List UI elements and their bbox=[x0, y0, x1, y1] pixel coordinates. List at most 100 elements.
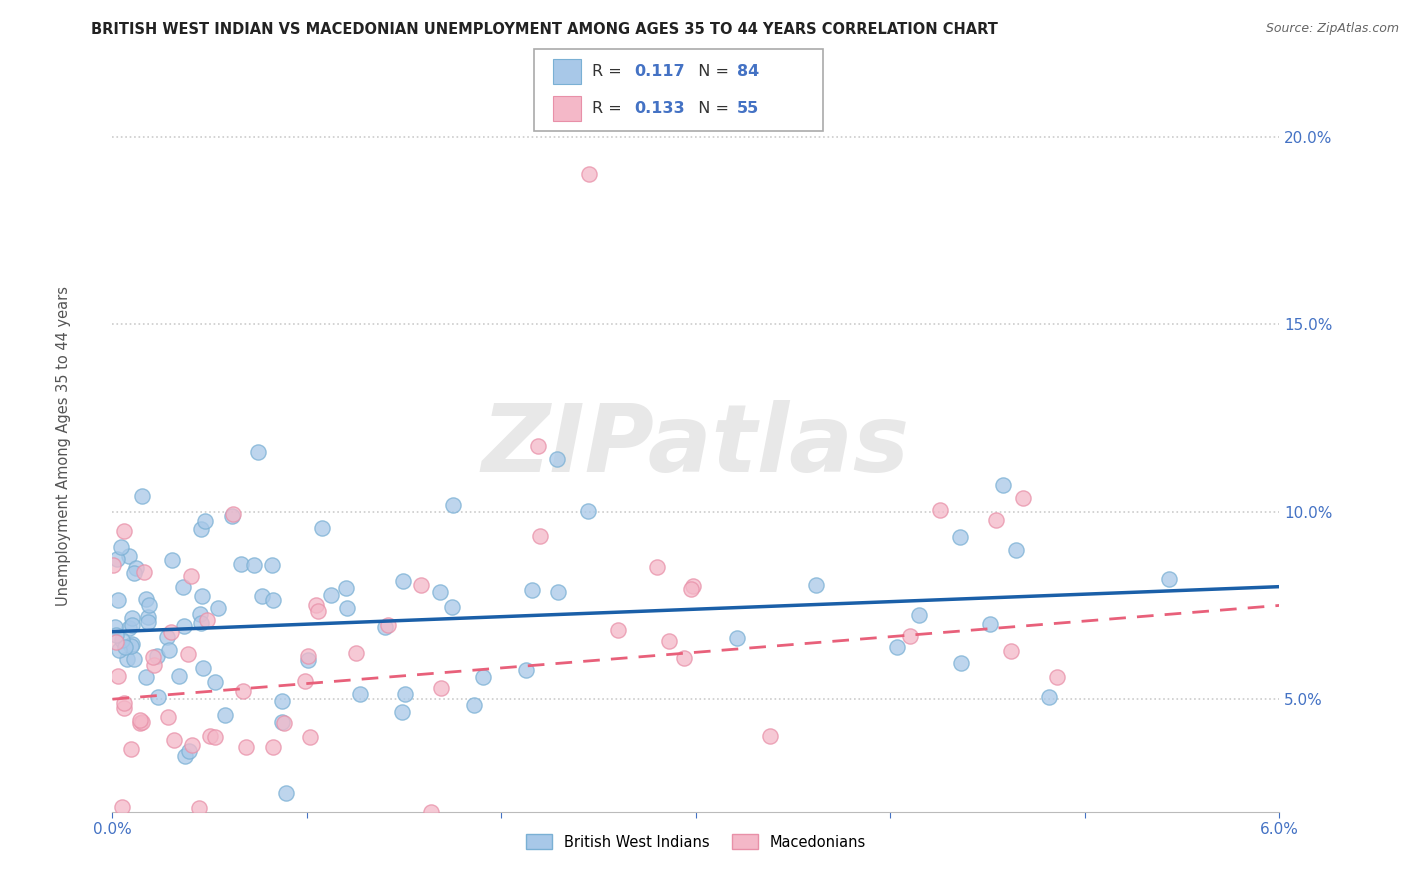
Point bbox=[136, 609, 159, 624]
Point bbox=[173, 748, 195, 763]
Point bbox=[188, 801, 211, 815]
Point bbox=[107, 669, 129, 683]
Point bbox=[520, 583, 543, 598]
Point bbox=[759, 730, 782, 744]
Point bbox=[349, 686, 371, 700]
Point bbox=[125, 561, 148, 575]
Point bbox=[979, 617, 1001, 632]
Point bbox=[110, 540, 132, 554]
Point bbox=[1046, 670, 1069, 684]
Point bbox=[294, 673, 316, 688]
Point bbox=[135, 670, 157, 684]
Point bbox=[193, 661, 215, 675]
Point bbox=[262, 739, 284, 754]
Point bbox=[804, 577, 827, 591]
Point bbox=[105, 551, 128, 566]
Point bbox=[131, 489, 153, 503]
Point bbox=[118, 621, 141, 635]
Point bbox=[120, 639, 142, 653]
Point bbox=[118, 549, 141, 563]
Point bbox=[949, 656, 972, 670]
Point bbox=[297, 649, 319, 664]
Point bbox=[578, 167, 600, 181]
Text: R =: R = bbox=[592, 64, 627, 79]
Point bbox=[679, 582, 702, 596]
Point bbox=[131, 715, 153, 730]
Point bbox=[190, 616, 212, 631]
Point bbox=[129, 713, 152, 727]
Point bbox=[949, 530, 972, 544]
Point bbox=[276, 786, 298, 800]
Point bbox=[1004, 542, 1026, 557]
Point bbox=[188, 607, 211, 622]
Point bbox=[146, 649, 169, 664]
Point bbox=[262, 593, 284, 607]
Text: R =: R = bbox=[592, 101, 627, 116]
Point bbox=[336, 601, 359, 615]
Point bbox=[229, 558, 252, 572]
Point bbox=[142, 650, 165, 665]
Point bbox=[121, 618, 143, 632]
Text: 0.117: 0.117 bbox=[634, 64, 685, 79]
Point bbox=[103, 558, 125, 572]
Point bbox=[658, 633, 681, 648]
Point bbox=[108, 643, 131, 657]
Point bbox=[299, 731, 322, 745]
Point bbox=[105, 635, 128, 649]
Point bbox=[271, 715, 294, 730]
Point bbox=[112, 696, 135, 710]
Point bbox=[173, 619, 195, 633]
Point bbox=[112, 701, 135, 715]
Point bbox=[886, 640, 908, 654]
Point bbox=[907, 607, 929, 622]
Point bbox=[419, 805, 441, 819]
Point bbox=[156, 710, 179, 724]
Point bbox=[429, 584, 451, 599]
Point bbox=[191, 590, 214, 604]
Point bbox=[129, 716, 152, 731]
Point bbox=[527, 439, 550, 453]
Point bbox=[986, 513, 1008, 527]
Text: N =: N = bbox=[688, 101, 734, 116]
Point bbox=[471, 670, 494, 684]
Point bbox=[377, 618, 399, 632]
Point bbox=[136, 615, 159, 630]
Point bbox=[297, 653, 319, 667]
Point bbox=[344, 646, 367, 660]
Point bbox=[929, 503, 952, 517]
Point bbox=[132, 565, 155, 579]
Point bbox=[214, 708, 236, 723]
Point bbox=[647, 559, 669, 574]
Point bbox=[204, 675, 226, 690]
Text: N =: N = bbox=[688, 64, 734, 79]
Point bbox=[529, 529, 551, 543]
Point bbox=[156, 630, 179, 644]
Point bbox=[114, 640, 136, 654]
Point bbox=[157, 643, 180, 657]
Text: 84: 84 bbox=[737, 64, 759, 79]
Point bbox=[606, 624, 628, 638]
Point bbox=[311, 521, 333, 535]
Point bbox=[1159, 572, 1181, 586]
Point bbox=[122, 566, 145, 580]
Text: ZIPatlas: ZIPatlas bbox=[482, 400, 910, 492]
Point bbox=[104, 628, 127, 642]
Point bbox=[576, 504, 599, 518]
Point bbox=[107, 592, 129, 607]
Point bbox=[112, 524, 135, 538]
Point bbox=[232, 684, 254, 698]
Point bbox=[198, 729, 221, 743]
Point bbox=[392, 574, 415, 588]
Point bbox=[160, 625, 183, 640]
Point bbox=[180, 569, 202, 583]
Point bbox=[900, 629, 922, 643]
Point bbox=[172, 580, 194, 594]
Point bbox=[142, 658, 165, 673]
Text: Source: ZipAtlas.com: Source: ZipAtlas.com bbox=[1265, 22, 1399, 36]
Point bbox=[270, 694, 292, 708]
Point bbox=[727, 632, 749, 646]
Point bbox=[181, 739, 204, 753]
Point bbox=[273, 716, 295, 731]
Point bbox=[122, 652, 145, 666]
Point bbox=[409, 578, 432, 592]
